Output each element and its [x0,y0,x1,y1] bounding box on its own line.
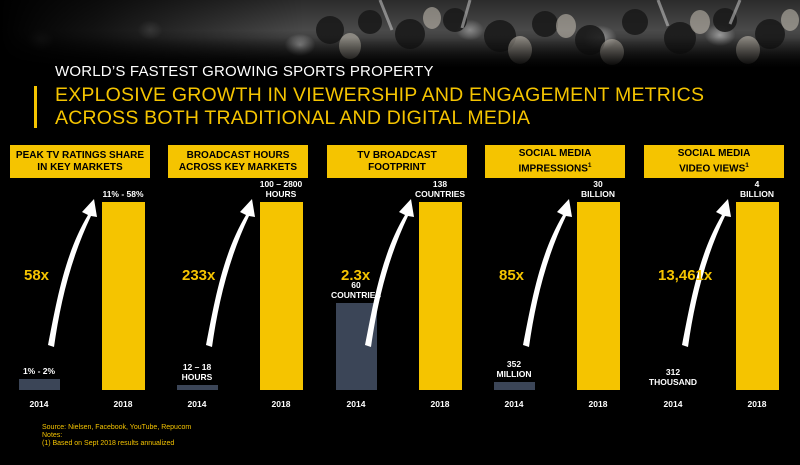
tick-label-2014: 2014 [188,399,207,409]
metric-panel: SOCIAL MEDIA IMPRESSIONS1 85x 352 MILLION 30 B… [485,145,625,410]
bar-2014 [19,379,60,390]
growth-arrow-icon [523,199,572,347]
bar-2018 [419,202,462,390]
bar-2018 [260,202,303,390]
tick-label-2014: 2014 [30,399,49,409]
panel-title: SOCIAL MEDIA VIDEO VIEWS1 [644,145,784,178]
bar-chart: 58x 1% - 2% 11% - 58% 2014 2018 [19,189,145,409]
growth-arrow-shape [206,199,255,347]
value-label-2014: 12 – 18 [183,362,212,372]
growth-multiplier: 85x [499,267,525,284]
value-label-2018: 138 [433,179,447,189]
panel-title-line: BROADCAST HOURS [186,149,290,161]
metric-panel: PEAK TV RATINGS SHARE IN KEY MARKETS 58x 1%… [10,145,150,410]
value-label-2018: 100 – 2800 [260,179,303,189]
value-label-2014: 60 [351,280,361,290]
value-label-2014: MILLION [497,369,532,379]
value-label-2014: COUNTRIES [331,290,381,300]
headline-accent-rule [34,86,37,128]
footnote-1: (1) Based on Sept 2018 results annualize… [42,440,175,447]
crowd-photo-banner [0,0,800,68]
metric-panel: TV BROADCAST FOOTPRINT 2.3x 60 COUNTRIES 138 C… [327,145,467,410]
value-label-2014: 312 [666,367,680,377]
notes-label: Notes: [42,432,63,439]
panel-title-line: VIDEO VIEWS [679,163,746,175]
panel-title-line: IN KEY MARKETS [37,161,123,173]
value-label-2014: 1% - 2% [23,366,56,376]
panel-title-line: SOCIAL MEDIA [677,147,751,159]
panel-title-line: PEAK TV RATINGS SHARE [15,149,145,161]
bar-2018 [102,202,145,390]
value-label-2014: 352 [507,359,521,369]
panel-title-line: TV BROADCAST [357,149,437,161]
bar-2014 [177,385,218,390]
tick-label-2014: 2014 [347,399,366,409]
tick-label-2018: 2018 [431,399,450,409]
value-label-2018: 30 [593,179,603,189]
value-label-2018: 11% - 58% [102,189,144,199]
value-label-2018: HOURS [266,189,297,199]
panel-title-line: ACROSS KEY MARKETS [178,161,298,173]
panel-title: PEAK TV RATINGS SHARE IN KEY MARKETS [10,145,150,178]
growth-multiplier: 58x [24,267,50,284]
panel-title: TV BROADCAST FOOTPRINT [327,145,467,178]
panel-title: SOCIAL MEDIA IMPRESSIONS1 [485,145,625,178]
growth-multiplier: 233x [182,267,216,284]
panel-title-line: SOCIAL MEDIA [518,147,592,159]
footnote-marker: 1 [587,161,592,169]
bar-2018 [577,202,620,390]
growth-multiplier: 13,461x [658,267,713,284]
bar-2018 [736,202,779,390]
panel-title: BROADCAST HOURS ACROSS KEY MARKETS [168,145,308,178]
footnotes: Source: Nielsen, Facebook, YouTube, Repu… [42,424,191,448]
value-label-2018: 4 [755,179,760,189]
page-title: EXPLOSIVE GROWTH IN VIEWERSHIP AND ENGAG… [55,84,705,129]
metric-panel: BROADCAST HOURS ACROSS KEY MARKETS 233x 12 … [168,145,308,410]
tick-label-2018: 2018 [748,399,767,409]
value-label-2014: THOUSAND [649,377,697,387]
kicker-text: WORLD’S FASTEST GROWING SPORTS PROPERTY [55,63,434,80]
value-label-2014: HOURS [182,372,213,382]
growth-arrow-icon [682,199,731,347]
growth-arrow-shape [682,199,731,347]
value-label-2018: COUNTRIES [415,189,465,199]
bar-2014 [494,382,535,390]
tick-label-2014: 2014 [505,399,524,409]
growth-arrow-shape [365,199,414,347]
tick-label-2018: 2018 [114,399,133,409]
value-label-2018: BILLION [581,189,615,199]
growth-arrow-icon [365,199,414,347]
tick-label-2018: 2018 [589,399,608,409]
growth-multiplier: 2.3x [341,267,371,284]
panel-title-line: FOOTPRINT [368,161,426,173]
tick-label-2018: 2018 [272,399,291,409]
footnote-marker: 1 [745,161,749,169]
tick-label-2014: 2014 [664,399,683,409]
value-label-2018: BILLION [740,189,774,199]
source-note: Source: Nielsen, Facebook, YouTube, Repu… [42,424,192,431]
panel-title-line: IMPRESSIONS [518,163,588,175]
growth-arrow-shape [523,199,572,347]
banner-fade-overlay [0,0,800,68]
metric-panel: SOCIAL MEDIA VIDEO VIEWS1 13,461x 312 THOUSA… [644,145,784,410]
growth-arrow-shape [48,199,97,347]
growth-arrow-icon [206,199,255,347]
growth-arrow-icon [48,199,97,347]
